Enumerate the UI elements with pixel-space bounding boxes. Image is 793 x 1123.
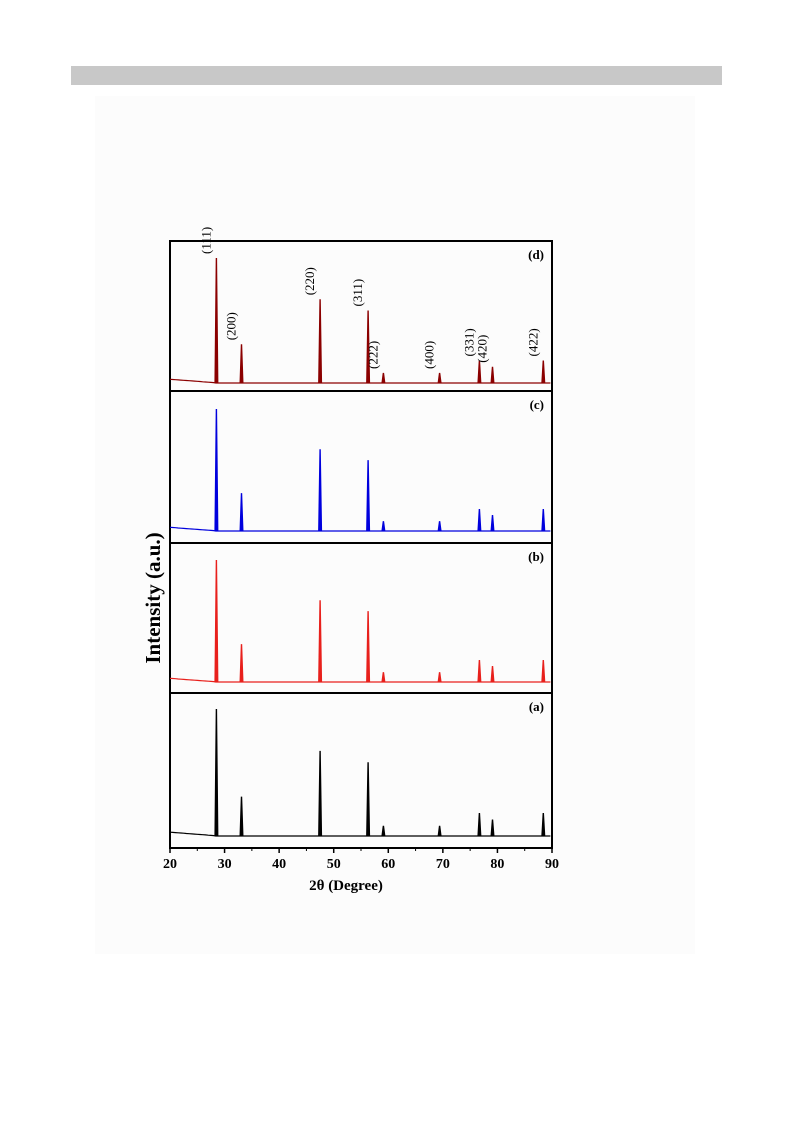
peak-79.1 bbox=[490, 515, 495, 532]
peak-69.4 bbox=[437, 372, 442, 384]
peak-label-311: (311) bbox=[350, 279, 365, 307]
header-bar bbox=[71, 66, 722, 85]
peak-label-222: (222) bbox=[365, 341, 380, 369]
peak-79.1 bbox=[490, 366, 495, 384]
peak-label-420: (420) bbox=[475, 335, 490, 363]
peak-76.7 bbox=[477, 360, 482, 384]
baseline-trace bbox=[169, 526, 551, 532]
peak-47.5 bbox=[318, 750, 323, 837]
peak-69.4 bbox=[437, 521, 442, 532]
x-tick-label: 60 bbox=[381, 857, 395, 872]
peak-79.1 bbox=[490, 666, 495, 683]
x-tick-label: 90 bbox=[545, 857, 559, 872]
peak-47.5 bbox=[318, 449, 323, 532]
x-tick-label: 50 bbox=[327, 857, 341, 872]
peak-56.3 bbox=[366, 762, 371, 837]
panel-frame bbox=[169, 692, 553, 849]
peak-88.4 bbox=[541, 813, 546, 837]
panel-c: (c) bbox=[169, 390, 553, 544]
peak-28.5 bbox=[214, 559, 219, 683]
panel-d: (d)(111)(200)(220) (311)(222) (400) (331)(4… bbox=[169, 227, 553, 392]
peak-69.4 bbox=[437, 672, 442, 683]
peak-33.1 bbox=[239, 796, 244, 837]
peak-56.3 bbox=[366, 460, 371, 532]
peak-28.5 bbox=[214, 708, 219, 837]
peak-label-200: (200) bbox=[224, 312, 239, 340]
peak-59.1 bbox=[381, 825, 386, 837]
x-tick-label: 20 bbox=[163, 857, 177, 872]
x-tick-label: 70 bbox=[436, 857, 450, 872]
panel-frame bbox=[169, 390, 553, 544]
peak-56.3 bbox=[366, 611, 371, 683]
y-axis-label: Intensity (a.u.) bbox=[141, 532, 165, 663]
x-tick-label: 30 bbox=[218, 857, 232, 872]
peak-88.4 bbox=[541, 659, 546, 683]
baseline-trace bbox=[169, 378, 551, 384]
x-axis-label: 2θ (Degree) bbox=[309, 878, 383, 894]
panel-frame bbox=[169, 542, 553, 694]
peak-59.1 bbox=[381, 672, 386, 683]
panel-label: (b) bbox=[528, 549, 544, 564]
panel-a: (a) bbox=[169, 692, 553, 849]
peak-label-422: (422) bbox=[525, 328, 540, 356]
peak-59.1 bbox=[381, 521, 386, 532]
peak-76.7 bbox=[477, 813, 482, 837]
peak-88.4 bbox=[541, 360, 546, 384]
peak-28.5 bbox=[214, 257, 219, 384]
peak-76.7 bbox=[477, 659, 482, 683]
peak-label-400: (400) bbox=[422, 341, 437, 369]
peak-label-220: (220) bbox=[302, 267, 317, 295]
peak-88.4 bbox=[541, 508, 546, 532]
panel-label: (d) bbox=[528, 247, 544, 262]
peak-76.7 bbox=[477, 508, 482, 532]
peak-79.1 bbox=[490, 819, 495, 837]
peak-69.4 bbox=[437, 825, 442, 837]
x-tick-label: 80 bbox=[490, 857, 504, 872]
peak-33.1 bbox=[239, 344, 244, 384]
panel-label: (c) bbox=[530, 397, 544, 412]
peak-label-111: (111) bbox=[198, 227, 213, 254]
panel-label: (a) bbox=[529, 699, 544, 714]
peak-59.1 bbox=[381, 372, 386, 384]
panel-b: (b) bbox=[169, 542, 553, 694]
peak-label-331: (331) bbox=[461, 328, 476, 356]
peak-47.5 bbox=[318, 299, 323, 384]
baseline-trace bbox=[169, 677, 551, 683]
figure-background bbox=[95, 96, 695, 954]
peak-47.5 bbox=[318, 600, 323, 683]
peak-56.3 bbox=[366, 310, 371, 384]
peak-33.1 bbox=[239, 493, 244, 532]
peak-33.1 bbox=[239, 644, 244, 683]
baseline-trace bbox=[169, 831, 551, 837]
peak-28.5 bbox=[214, 408, 219, 532]
x-tick-label: 40 bbox=[272, 857, 286, 872]
